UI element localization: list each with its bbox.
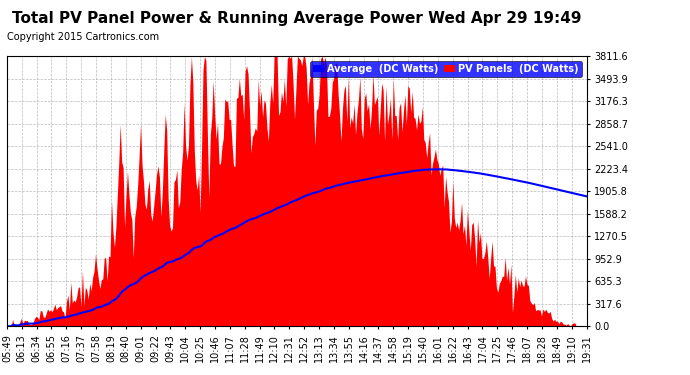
Text: Copyright 2015 Cartronics.com: Copyright 2015 Cartronics.com [7, 32, 159, 42]
Legend: Average  (DC Watts), PV Panels  (DC Watts): Average (DC Watts), PV Panels (DC Watts) [310, 61, 582, 77]
Text: Total PV Panel Power & Running Average Power Wed Apr 29 19:49: Total PV Panel Power & Running Average P… [12, 11, 582, 26]
